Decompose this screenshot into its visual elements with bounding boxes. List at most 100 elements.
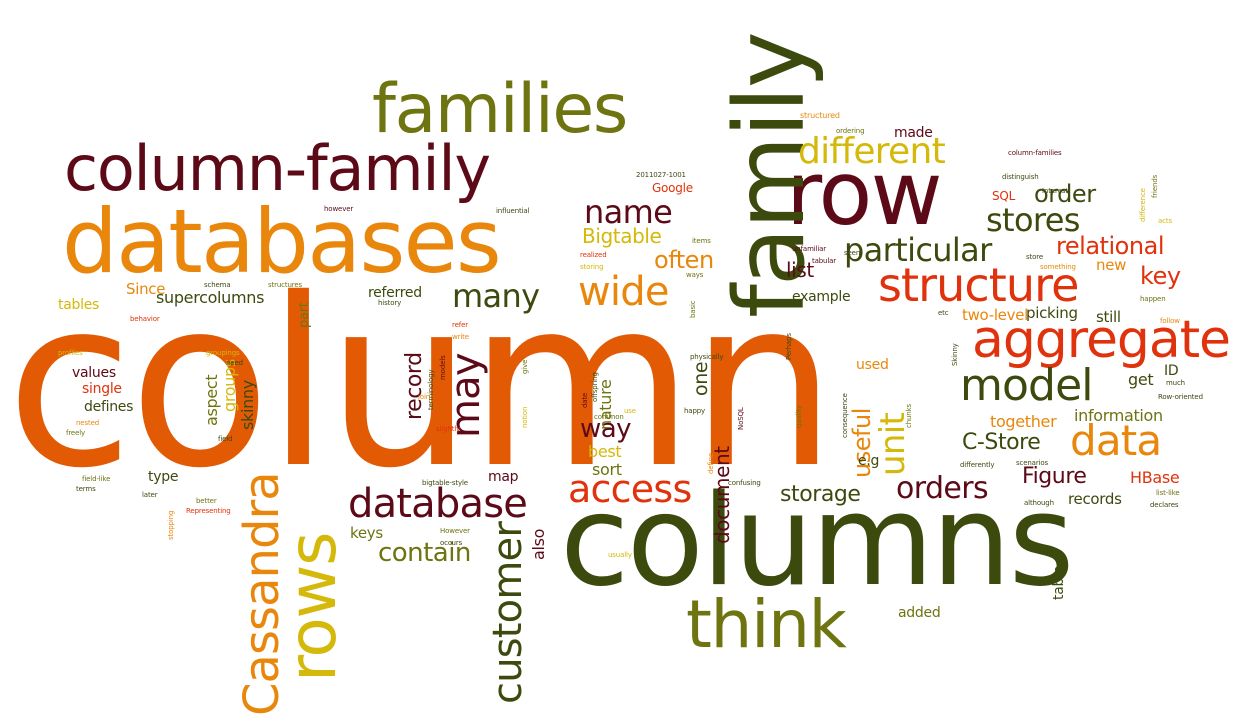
word-name: name [584,193,673,231]
word-list: list [786,258,814,282]
word-orders: orders [896,471,989,506]
word-get: get [1128,370,1154,389]
word-occurs: occurs [440,539,463,547]
word-tabular: tabular [812,257,837,265]
word-models: models [439,355,447,380]
word-row: row [786,142,943,245]
word-differently: differently [960,461,995,469]
word-define: define [707,452,715,474]
word-id: ID [1164,363,1179,379]
word-date-code: 2011027-1001 [636,171,686,179]
word-map: map [488,469,519,485]
word-friends: friends [1151,174,1159,198]
word-hbase: HBase [1130,468,1180,487]
word-added: added [898,605,941,621]
word-terms: terms [76,485,96,493]
word-access: access [568,467,692,511]
word-nested: nested [76,419,100,427]
word-scenarios: scenarios [1016,459,1049,467]
word-items: items [692,237,711,245]
word-type: type [148,469,179,485]
word-different: different [798,131,946,172]
word-databases: databases [62,190,502,293]
word-also: also [529,528,548,560]
word-defines: defines [84,399,134,415]
word-distinguish: distinguish [1002,173,1039,181]
word-offspring: offspring [591,372,599,402]
word-perhaps: Perhaps [785,333,793,360]
word-tables: tables [58,297,100,313]
word-common: common [594,413,624,421]
word-unfamiliar: unfamiliar [792,245,827,253]
word-structured: structured [800,111,840,120]
word-families: families [372,70,628,149]
word-values: values [72,365,116,381]
word-supercolumns: supercolumns [156,288,265,307]
word-information: information [1074,406,1163,425]
word-column-families: column-families [1008,149,1062,157]
word-keys: keys [350,524,383,542]
word-stores: stores [986,201,1080,239]
word-groups: groups [220,359,239,412]
word-field: field [218,435,233,443]
word-happen: happen [1140,295,1166,303]
word-key: key [1140,262,1181,290]
word-physically: physically [690,353,724,361]
word-skinny-cap: Skinny [951,343,959,366]
word-model: model [960,360,1093,411]
word-aggregate: aggregate [972,310,1231,370]
word-think: think [686,586,847,663]
word-nosql: NoSQL [737,407,745,430]
word-single: single [82,381,122,397]
word-part: part [297,302,312,328]
word-bigtable-style: bigtable-style [422,479,468,487]
word-sort: sort [592,460,622,479]
word-used: used [856,357,889,373]
word-consequence: consequence [841,393,849,438]
word-columns: columns [560,467,1074,614]
word-use: use [624,407,636,415]
word-behavior: behavior [130,315,160,323]
word-many: many [452,277,540,315]
word-happy: happy [684,407,706,415]
word-basic: basic [689,300,697,318]
word-representing: Representing [186,507,231,515]
word-freely: freely [66,429,86,437]
word-aspect: aspect [202,374,221,426]
word-referred: referred [368,285,422,301]
word-database: database [348,481,528,527]
word-row-oriented: Row-oriented [1158,393,1203,401]
word-history: history [378,299,402,307]
word-acts: acts [1158,217,1172,225]
word-best: best [588,442,622,461]
word-stopping: stopping [167,510,175,540]
word-picking: picking [1026,304,1078,322]
word-two-level: two-level [962,306,1028,324]
word-records: records [1068,490,1122,508]
word-difference: difference [1139,188,1147,222]
word-profiles: profiles [58,349,83,357]
word-write: write [452,333,469,341]
word-much: much [1166,379,1185,387]
word-cassandra: Cassandra [234,472,290,716]
word-however: however [324,205,354,213]
word-since: Since [126,280,166,298]
word-notion: notion [521,406,529,428]
word-structures: structures [268,281,303,289]
word-ways: ways [686,271,704,279]
word-later: later [142,491,158,499]
word-seen: seen [844,249,861,257]
word-table: table [1051,565,1067,600]
word-made: made [894,125,933,141]
word-refer: refer [452,321,468,329]
word-relational: relational [1056,232,1165,260]
word-although: although [1024,499,1054,507]
word-usually: usually [608,551,632,559]
word-follow: follow [1160,317,1180,325]
word-record: record [402,352,427,420]
word-interest: Interest [1042,187,1068,195]
word-chunks: chunks [905,403,913,428]
word-storage: storage [780,482,861,507]
word-schema: schema [204,281,231,289]
